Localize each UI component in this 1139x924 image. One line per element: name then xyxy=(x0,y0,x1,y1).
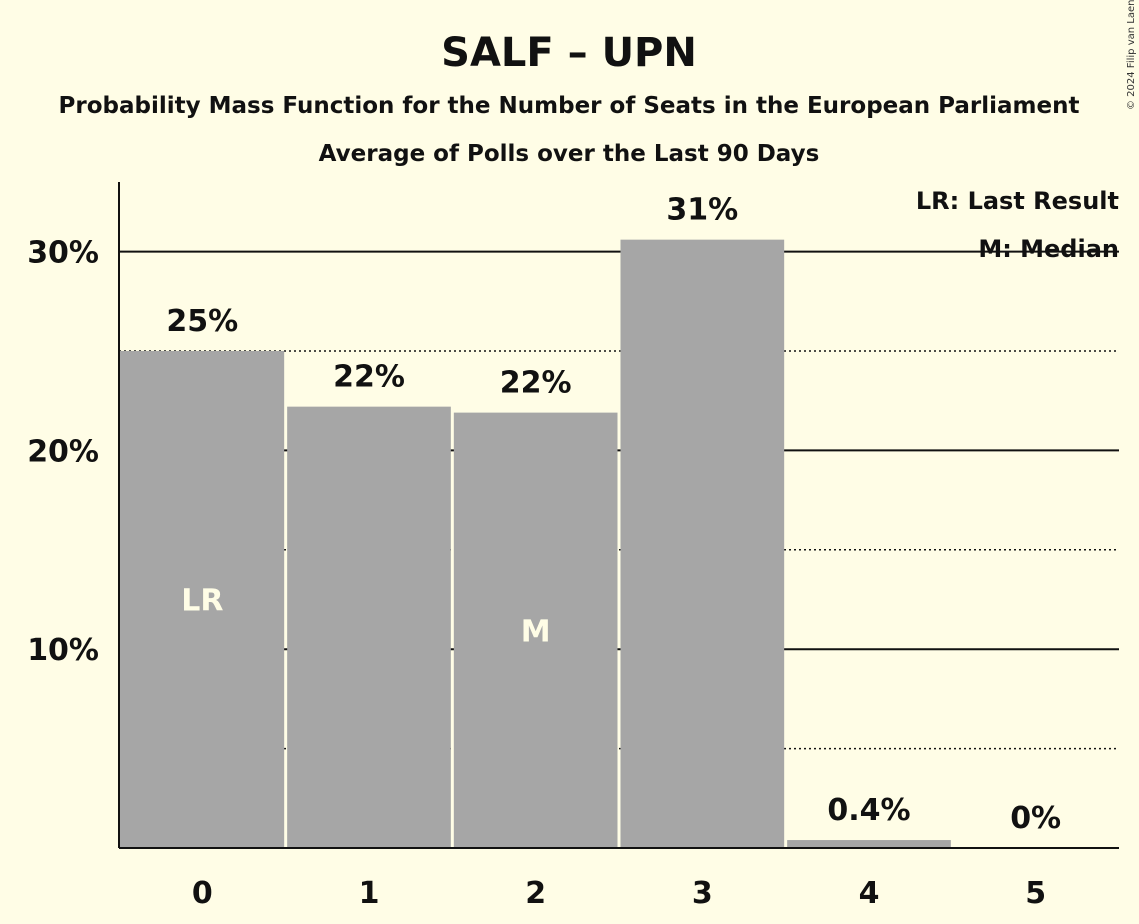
x-tick-label: 1 xyxy=(359,876,380,911)
bar-seats-1 xyxy=(287,406,451,848)
data-label: 22% xyxy=(500,366,572,401)
bar-seats-3 xyxy=(620,239,785,848)
x-tick-label: 3 xyxy=(692,876,713,911)
chart-subtitle: Probability Mass Function for the Number… xyxy=(59,93,1080,119)
bar-marker-label: LR xyxy=(181,583,223,618)
copyright-text: © 2024 Filip van Laenen xyxy=(1126,0,1137,110)
legend: LR: Last Result M: Median xyxy=(916,187,1119,263)
x-tick-label: 5 xyxy=(1025,876,1046,911)
data-label: 0% xyxy=(1010,801,1061,836)
chart-subtitle-period: Average of Polls over the Last 90 Days xyxy=(319,141,820,167)
data-label: 25% xyxy=(166,304,238,339)
chart-title: SALF – UPN xyxy=(441,30,697,76)
bar-marker-label: M xyxy=(521,614,551,649)
bar-seats-0 xyxy=(119,350,285,848)
y-tick-label: 10% xyxy=(27,633,99,668)
y-tick-label: 20% xyxy=(27,434,99,469)
y-axis-ticks: 10% 20% 30% xyxy=(27,236,99,669)
gridlines xyxy=(119,250,1119,750)
y-tick-label: 30% xyxy=(27,236,99,271)
legend-entry: M: Median xyxy=(978,235,1119,263)
data-labels: 25% LR 22% 22% M 31% 0.4% 0% xyxy=(166,193,1061,836)
x-tick-label: 4 xyxy=(859,876,880,911)
x-axis-ticks: 0 1 2 3 4 5 xyxy=(192,876,1046,911)
x-tick-label: 0 xyxy=(192,876,213,911)
bar-seats-2 xyxy=(453,412,618,848)
data-label: 22% xyxy=(333,360,405,395)
legend-entry: LR: Last Result xyxy=(916,187,1119,215)
data-label: 31% xyxy=(666,193,738,228)
x-tick-label: 2 xyxy=(525,876,546,911)
data-label: 0.4% xyxy=(827,793,910,828)
bars xyxy=(119,239,951,848)
bar-seats-4 xyxy=(787,840,951,848)
